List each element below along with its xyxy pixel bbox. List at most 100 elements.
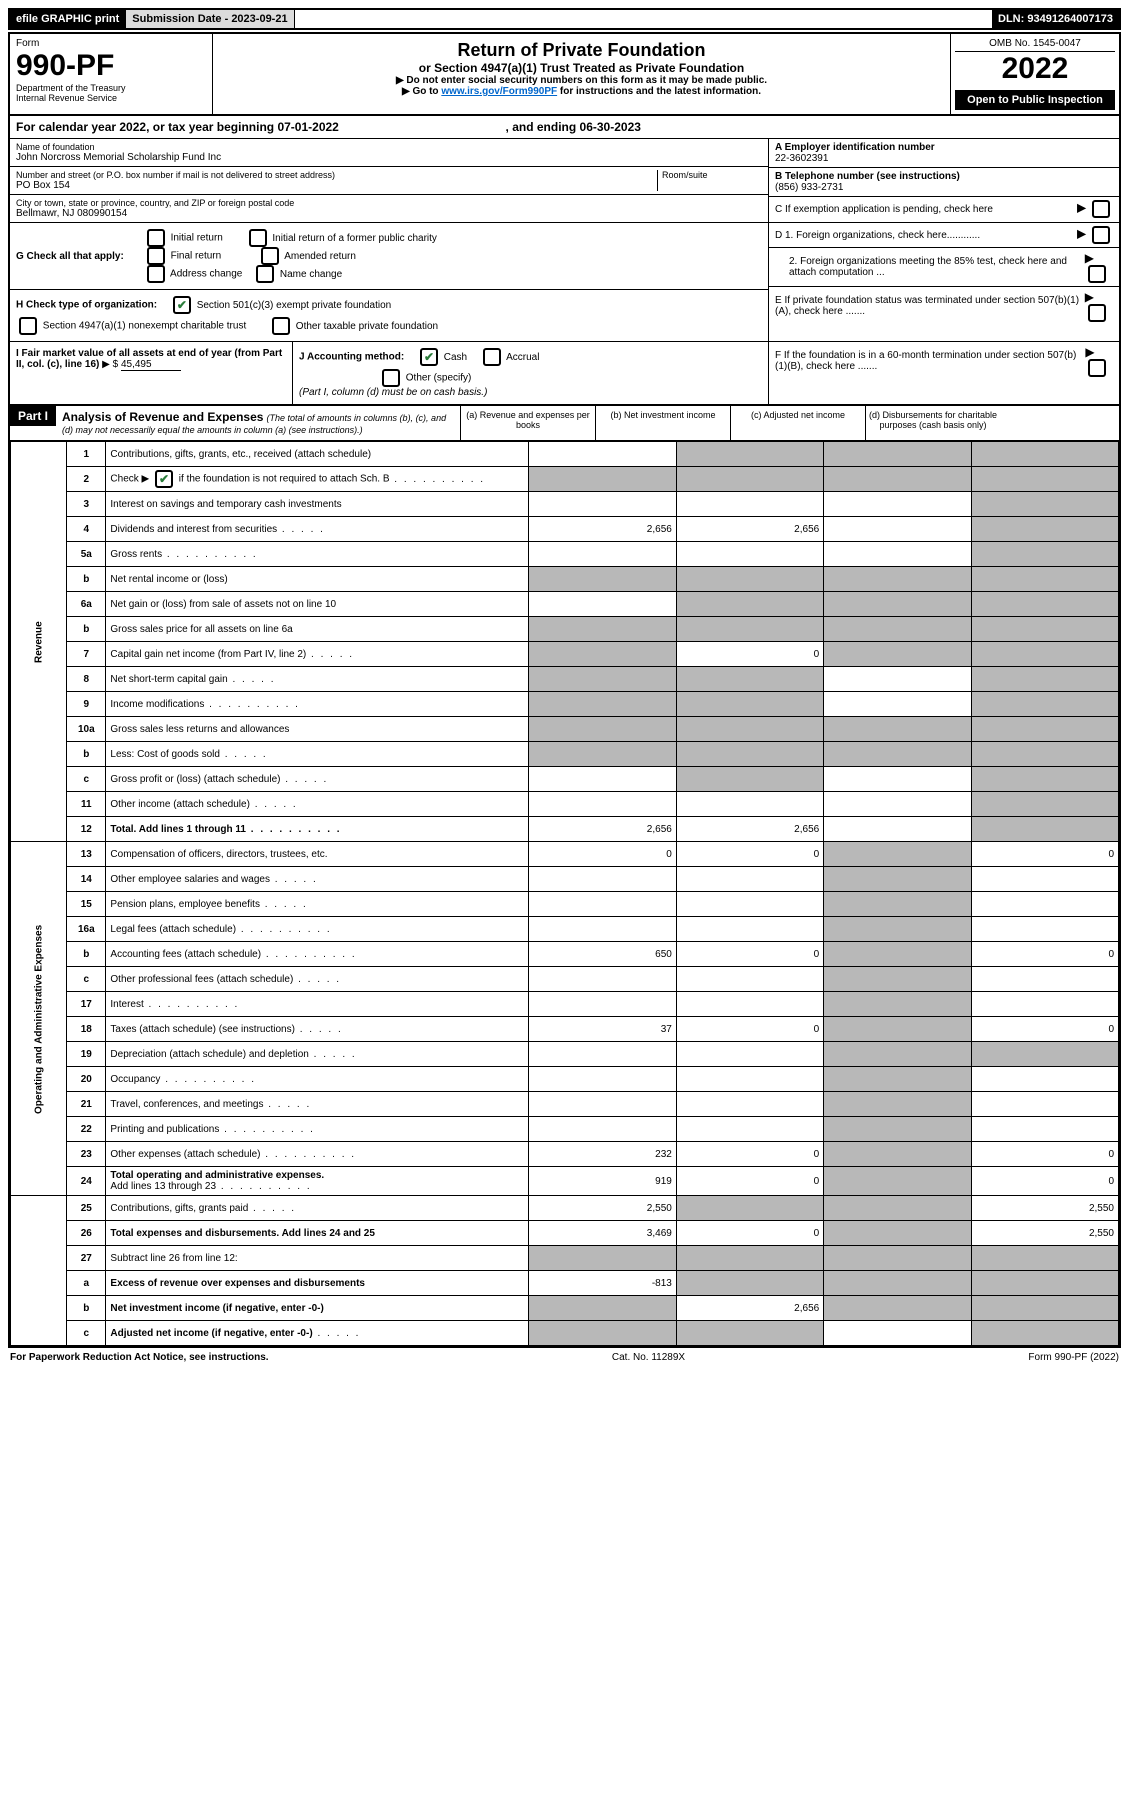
table-row: 27Subtract line 26 from line 12: bbox=[11, 1246, 1119, 1271]
d1-label: D 1. Foreign organizations, check here..… bbox=[775, 230, 980, 241]
initial-former-checkbox[interactable] bbox=[249, 229, 267, 247]
address: PO Box 154 bbox=[16, 180, 657, 191]
ein-value: 22-3602391 bbox=[775, 153, 1113, 164]
omb-number: OMB No. 1545-0047 bbox=[955, 38, 1115, 52]
instruction-1: ▶ Do not enter social security numbers o… bbox=[219, 75, 944, 86]
col-d-header: (d) Disbursements for charitable purpose… bbox=[865, 406, 1000, 440]
name-change-checkbox[interactable] bbox=[256, 265, 274, 283]
table-row: 5aGross rents bbox=[11, 542, 1119, 567]
e-label: E If private foundation status was termi… bbox=[775, 295, 1085, 317]
table-row: 25Contributions, gifts, grants paid2,550… bbox=[11, 1196, 1119, 1221]
form-ref: Form 990-PF (2022) bbox=[1028, 1352, 1119, 1363]
col-b-header: (b) Net investment income bbox=[595, 406, 730, 440]
submission-date: Submission Date - 2023-09-21 bbox=[126, 10, 294, 28]
f-checkbox[interactable] bbox=[1088, 359, 1106, 377]
city-label: City or town, state or province, country… bbox=[16, 198, 762, 208]
table-row: bNet rental income or (loss) bbox=[11, 567, 1119, 592]
paperwork-notice: For Paperwork Reduction Act Notice, see … bbox=[10, 1352, 269, 1363]
table-row: bNet investment income (if negative, ent… bbox=[11, 1296, 1119, 1321]
table-row: cGross profit or (loss) (attach schedule… bbox=[11, 767, 1119, 792]
irs-link[interactable]: www.irs.gov/Form990PF bbox=[441, 86, 557, 97]
d2-checkbox[interactable] bbox=[1088, 265, 1106, 283]
g-label: G Check all that apply: bbox=[16, 251, 124, 262]
table-row: Revenue 1Contributions, gifts, grants, e… bbox=[11, 442, 1119, 467]
footer: For Paperwork Reduction Act Notice, see … bbox=[8, 1348, 1121, 1367]
city-value: Bellmawr, NJ 080990154 bbox=[16, 208, 762, 219]
h-label: H Check type of organization: bbox=[16, 300, 157, 311]
cat-number: Cat. No. 11289X bbox=[612, 1352, 685, 1363]
cash-checkbox[interactable]: ✔ bbox=[420, 348, 438, 366]
tax-year: 2022 bbox=[955, 52, 1115, 86]
phone-value: (856) 933-2731 bbox=[775, 182, 1113, 193]
accrual-checkbox[interactable] bbox=[483, 348, 501, 366]
table-row: 6aNet gain or (loss) from sale of assets… bbox=[11, 592, 1119, 617]
final-checkbox[interactable] bbox=[147, 247, 165, 265]
ein-label: A Employer identification number bbox=[775, 142, 1113, 153]
part1-header: Part I Analysis of Revenue and Expenses … bbox=[10, 405, 1119, 441]
table-row: cAdjusted net income (if negative, enter… bbox=[11, 1321, 1119, 1346]
j-label: J Accounting method: bbox=[299, 352, 404, 363]
table-row: 24Total operating and administrative exp… bbox=[11, 1167, 1119, 1196]
amended-checkbox[interactable] bbox=[261, 247, 279, 265]
form-number: 990-PF bbox=[16, 49, 206, 83]
table-row: cOther professional fees (attach schedul… bbox=[11, 967, 1119, 992]
c-checkbox[interactable] bbox=[1092, 200, 1110, 218]
efile-print-button[interactable]: efile GRAPHIC print bbox=[10, 10, 126, 28]
j-note: (Part I, column (d) must be on cash basi… bbox=[299, 387, 762, 398]
schb-checkbox[interactable]: ✔ bbox=[155, 470, 173, 488]
e-checkbox[interactable] bbox=[1088, 304, 1106, 322]
table-row: 17Interest bbox=[11, 992, 1119, 1017]
table-row: 9Income modifications bbox=[11, 692, 1119, 717]
form-container: Form 990-PF Department of the Treasury I… bbox=[8, 32, 1121, 1348]
open-public-badge: Open to Public Inspection bbox=[955, 90, 1115, 110]
revenue-label: Revenue bbox=[11, 442, 67, 842]
initial-checkbox[interactable] bbox=[147, 229, 165, 247]
name-label: Name of foundation bbox=[16, 142, 762, 152]
form-subtitle: or Section 4947(a)(1) Trust Treated as P… bbox=[219, 61, 944, 75]
room-label: Room/suite bbox=[662, 170, 762, 180]
i-value: 45,495 bbox=[121, 359, 181, 371]
entity-info: Name of foundation John Norcross Memoria… bbox=[10, 139, 1119, 223]
table-row: 11Other income (attach schedule) bbox=[11, 792, 1119, 817]
table-row: 20Occupancy bbox=[11, 1067, 1119, 1092]
4947-checkbox[interactable] bbox=[19, 317, 37, 335]
table-row: bGross sales price for all assets on lin… bbox=[11, 617, 1119, 642]
table-row: 21Travel, conferences, and meetings bbox=[11, 1092, 1119, 1117]
d1-checkbox[interactable] bbox=[1092, 226, 1110, 244]
part1-label: Part I bbox=[10, 406, 56, 426]
table-row: 15Pension plans, employee benefits bbox=[11, 892, 1119, 917]
table-row: 12Total. Add lines 1 through 112,6562,65… bbox=[11, 817, 1119, 842]
table-row: 22Printing and publications bbox=[11, 1117, 1119, 1142]
table-row: 19Depreciation (attach schedule) and dep… bbox=[11, 1042, 1119, 1067]
addr-label: Number and street (or P.O. box number if… bbox=[16, 170, 657, 180]
table-row: 7Capital gain net income (from Part IV, … bbox=[11, 642, 1119, 667]
other-taxable-checkbox[interactable] bbox=[272, 317, 290, 335]
col-c-header: (c) Adjusted net income bbox=[730, 406, 865, 440]
table-row: 4Dividends and interest from securities2… bbox=[11, 517, 1119, 542]
phone-label: B Telephone number (see instructions) bbox=[775, 171, 1113, 182]
table-row: Operating and Administrative Expenses 13… bbox=[11, 842, 1119, 867]
table-row: aExcess of revenue over expenses and dis… bbox=[11, 1271, 1119, 1296]
501c3-checkbox[interactable]: ✔ bbox=[173, 296, 191, 314]
analysis-table: Revenue 1Contributions, gifts, grants, e… bbox=[10, 441, 1119, 1346]
form-label: Form bbox=[16, 38, 206, 49]
table-row: 18Taxes (attach schedule) (see instructi… bbox=[11, 1017, 1119, 1042]
dept-label: Department of the Treasury bbox=[16, 83, 206, 93]
table-row: 26Total expenses and disbursements. Add … bbox=[11, 1221, 1119, 1246]
d2-label: 2. Foreign organizations meeting the 85%… bbox=[789, 256, 1085, 278]
instruction-2: ▶ Go to www.irs.gov/Form990PF for instru… bbox=[219, 86, 944, 97]
table-row: bAccounting fees (attach schedule)65000 bbox=[11, 942, 1119, 967]
table-row: 8Net short-term capital gain bbox=[11, 667, 1119, 692]
arrow-icon: ▶ bbox=[1085, 345, 1094, 359]
addr-change-checkbox[interactable] bbox=[147, 265, 165, 283]
part1-title: Analysis of Revenue and Expenses bbox=[62, 410, 263, 424]
arrow-icon: ▶ bbox=[1085, 251, 1094, 265]
c-label: C If exemption application is pending, c… bbox=[775, 204, 993, 215]
other-checkbox[interactable] bbox=[382, 369, 400, 387]
form-header: Form 990-PF Department of the Treasury I… bbox=[10, 34, 1119, 116]
col-a-header: (a) Revenue and expenses per books bbox=[460, 406, 595, 440]
table-row: 2 Check ▶ ✔ if the foundation is not req… bbox=[11, 467, 1119, 492]
dln-value: DLN: 93491264007173 bbox=[992, 10, 1119, 28]
expenses-label: Operating and Administrative Expenses bbox=[11, 842, 67, 1196]
ij-section: I Fair market value of all assets at end… bbox=[10, 342, 1119, 405]
